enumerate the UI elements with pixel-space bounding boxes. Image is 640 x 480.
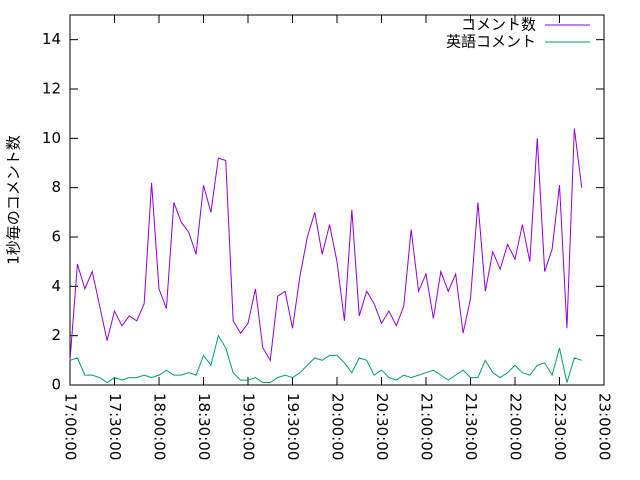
x-tick-label: 17:00:00 bbox=[62, 393, 80, 460]
y-tick-label: 12 bbox=[42, 80, 61, 98]
y-tick-label: 14 bbox=[42, 30, 61, 48]
x-tick-label: 23:00:00 bbox=[596, 393, 614, 460]
y-tick-label: 6 bbox=[51, 228, 61, 246]
x-tick-label: 18:00:00 bbox=[151, 393, 169, 460]
y-tick-label: 4 bbox=[51, 277, 61, 295]
series-line bbox=[69, 334, 582, 384]
x-tick-label: 20:30:00 bbox=[373, 393, 391, 460]
x-tick-label: 20:00:00 bbox=[329, 393, 347, 460]
x-tick-label: 19:00:00 bbox=[240, 393, 258, 460]
x-tick-label: 22:30:00 bbox=[551, 393, 569, 460]
legend-label: 英語コメント bbox=[446, 33, 536, 51]
series-line bbox=[69, 128, 583, 362]
y-tick-label: 10 bbox=[42, 129, 61, 147]
y-tick-label: 0 bbox=[51, 376, 61, 394]
y-tick-label: 8 bbox=[51, 178, 61, 196]
x-tick-label: 21:30:00 bbox=[462, 393, 480, 460]
x-tick-label: 18:30:00 bbox=[195, 393, 213, 460]
legend-label: コメント数 bbox=[461, 16, 536, 34]
x-tick-label: 19:30:00 bbox=[284, 393, 302, 460]
x-tick-label: 17:30:00 bbox=[106, 393, 124, 460]
x-tick-label: 21:00:00 bbox=[418, 393, 436, 460]
x-tick-label: 22:00:00 bbox=[507, 393, 525, 460]
y-tick-label: 2 bbox=[51, 326, 61, 344]
y-axis-label: 1秒毎のコメント数 bbox=[5, 135, 23, 265]
